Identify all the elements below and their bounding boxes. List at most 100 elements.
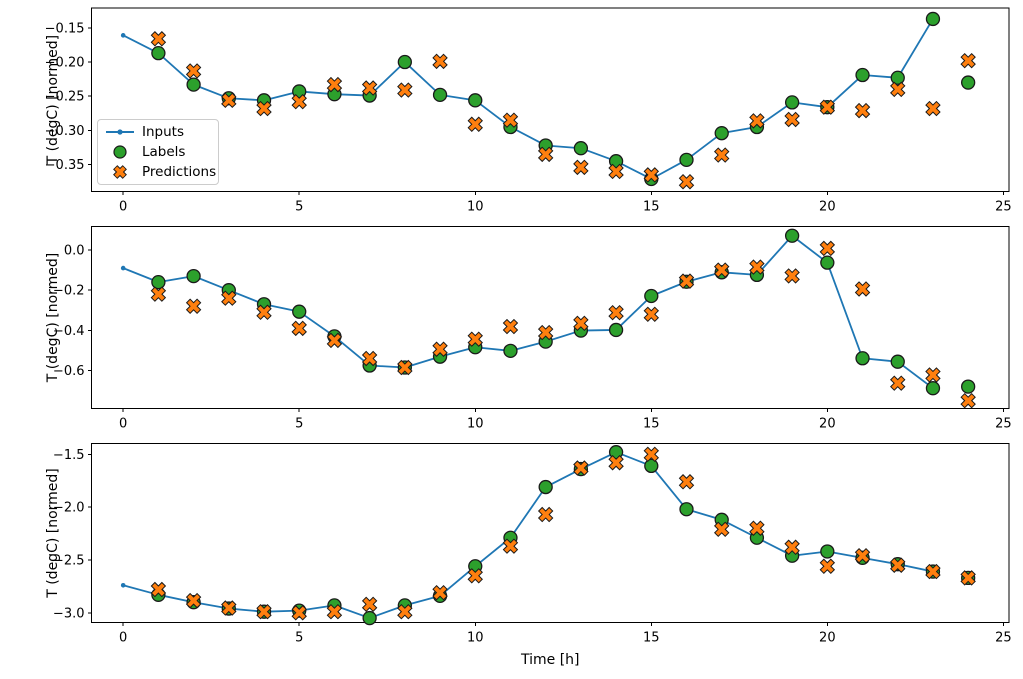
y-tick-label: −2.0 (53, 501, 85, 516)
prediction-point (856, 104, 869, 117)
axes-frame (91, 7, 1010, 192)
prediction-point (680, 475, 693, 489)
prediction-point (750, 260, 764, 274)
prediction-point (856, 549, 869, 563)
label-point (961, 75, 976, 90)
label-point (644, 458, 659, 474)
prediction-point (433, 55, 447, 68)
x-tick-label: 0 (119, 199, 127, 214)
prediction-point (715, 148, 729, 162)
label-point (151, 45, 166, 61)
x-tick-label: 20 (819, 631, 836, 646)
x-tick-label: 0 (119, 631, 127, 646)
label-point (855, 67, 870, 83)
x-tick-label: 25 (995, 416, 1012, 431)
label-point (855, 351, 870, 366)
prediction-point (292, 606, 306, 620)
prediction-point (363, 352, 376, 365)
label-point (714, 126, 729, 141)
y-tick-label: −0.4 (53, 324, 85, 339)
x-tick-label: 10 (467, 199, 484, 214)
inputs-point (120, 265, 126, 271)
x-tick-label: 10 (467, 631, 484, 646)
predictions-x-icon (113, 165, 127, 179)
prediction-point (821, 100, 834, 114)
legend-label-labels: Labels (142, 144, 186, 160)
prediction-point (292, 95, 306, 109)
prediction-point (257, 102, 271, 115)
label-point (432, 87, 448, 103)
prediction-point (680, 175, 693, 189)
prediction-point (257, 305, 271, 319)
prediction-point (609, 165, 623, 178)
prediction-point (363, 598, 376, 611)
prediction-point (644, 168, 658, 182)
prediction-point (856, 282, 869, 296)
x-tick-label: 20 (819, 416, 836, 431)
prediction-point (222, 601, 236, 615)
x-tick-label: 15 (643, 199, 660, 214)
labels-circle-icon (113, 145, 127, 159)
y-tick-label: −3.0 (53, 606, 85, 621)
legend-item-predictions: Predictions (98, 162, 218, 182)
prediction-point (539, 326, 552, 339)
label-point (925, 381, 941, 396)
prediction-point (468, 332, 482, 346)
prediction-point (363, 81, 376, 95)
subplot-1: 0 5 10 15 20 25 −0.15 −0.20 −0.25 −0.30 −0.35T (de… (45, 7, 1012, 214)
prediction-point (891, 558, 905, 572)
label-point (961, 379, 976, 394)
prediction-point (715, 263, 729, 277)
prediction-point (785, 269, 799, 283)
label-point (608, 322, 624, 338)
prediction-point (187, 299, 200, 313)
prediction-point (292, 322, 306, 335)
prediction-point (961, 394, 975, 407)
prediction-point (504, 320, 517, 333)
prediction-point (222, 291, 236, 305)
legend-label-inputs: Inputs (142, 124, 184, 140)
label-point (151, 274, 166, 290)
y-tick-label: −1.5 (53, 448, 85, 463)
prediction-point (257, 605, 271, 619)
x-tick-label: 25 (995, 631, 1012, 646)
prediction-point (574, 161, 588, 174)
prediction-point (504, 113, 517, 127)
subplot-2: 0 5 10 15 20 25 0.0 −0.2 −0.4 −0.6T (degC) [norme… (45, 226, 1012, 431)
label-point (397, 54, 412, 70)
prediction-point (644, 447, 658, 461)
prediction-point (574, 317, 588, 330)
label-point (784, 95, 800, 110)
y-axis-label: T (degC) [normed] (45, 468, 61, 599)
label-point (890, 70, 905, 85)
label-point (925, 11, 941, 27)
prediction-point (222, 94, 236, 107)
prediction-point (961, 571, 975, 585)
prediction-point (328, 78, 341, 91)
prediction-point (891, 83, 905, 96)
y-tick-label: −0.2 (53, 284, 85, 299)
y-tick-label: 0.0 (64, 244, 85, 259)
prediction-point (574, 461, 588, 475)
prediction-point (715, 522, 729, 536)
legend-item-labels: Labels (98, 142, 218, 162)
prediction-point (433, 586, 447, 600)
prediction-point (398, 83, 412, 97)
inputs-line (122, 18, 934, 180)
y-tick-label: −2.5 (53, 553, 85, 568)
prediction-point (152, 287, 165, 301)
y-tick-label: −0.30 (45, 124, 85, 139)
prediction-point (750, 114, 764, 128)
prediction-point (926, 368, 940, 382)
prediction-point (821, 559, 834, 573)
prediction-point (468, 117, 482, 131)
prediction-point (398, 605, 412, 619)
legend-label-predictions: Predictions (142, 164, 217, 180)
axes-frame (91, 226, 1010, 409)
label-point (573, 141, 589, 156)
prediction-point (926, 565, 940, 578)
label-point (292, 304, 307, 319)
label-point (784, 228, 800, 243)
